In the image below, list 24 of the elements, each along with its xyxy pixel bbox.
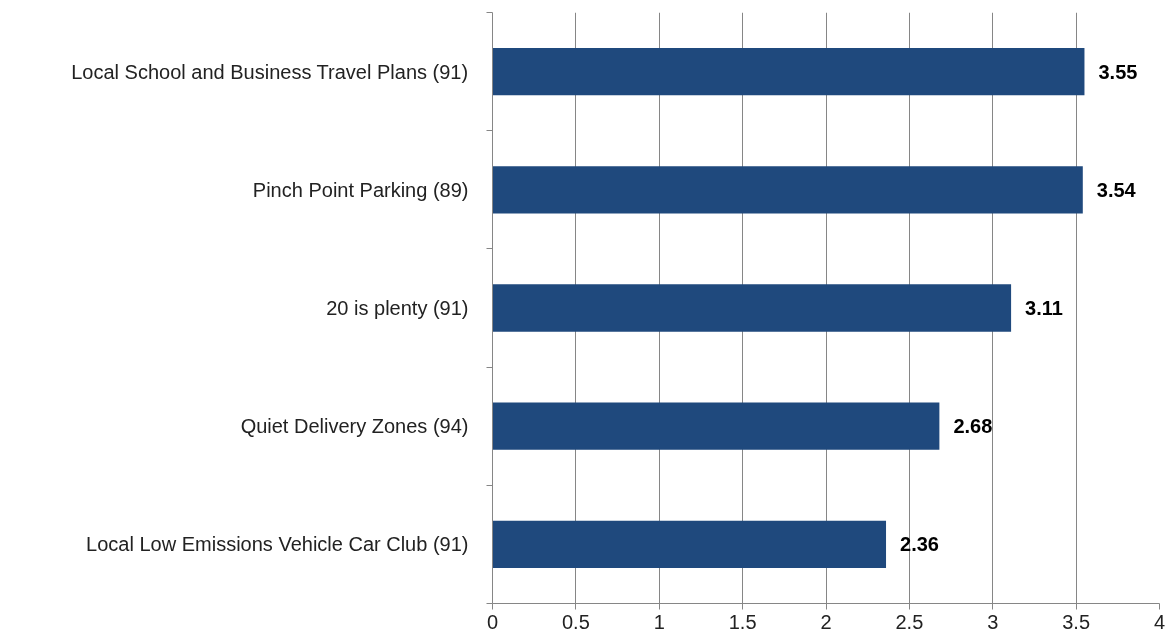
y-tick-label: Local School and Business Travel Plans (91): [71, 60, 469, 83]
y-tick-label: Pinch Point Parking (89): [252, 178, 469, 201]
data-label: 3.54: [1096, 178, 1137, 201]
data-label: 3.55: [1098, 60, 1138, 83]
data-label: 3.11: [1025, 297, 1063, 319]
x-tick-label: 3: [987, 610, 999, 633]
bar: [492, 520, 887, 569]
x-tick-label: 2.5: [895, 610, 924, 633]
data-label: 2.36: [900, 533, 939, 556]
bar: [492, 166, 1083, 214]
x-tick-label: 4: [1153, 610, 1166, 633]
y-tick-label: 20 is plenty (91): [326, 297, 469, 319]
bar: [492, 47, 1085, 96]
data-label: 2.68: [953, 415, 993, 438]
y-tick-label: Quiet Delivery Zones (94): [240, 415, 469, 438]
x-tick-label: 0: [486, 610, 499, 633]
x-tick-label: 3.5: [1062, 610, 1091, 633]
bar: [492, 284, 1012, 332]
x-tick-label: 2: [820, 610, 832, 633]
x-tick-label: 1: [653, 610, 665, 633]
bar: [492, 402, 940, 450]
x-tick-label: 0.5: [561, 610, 590, 633]
x-tick-label: 1.5: [728, 610, 757, 633]
y-tick-label: Local Low Emissions Vehicle Car Club (91): [86, 533, 469, 556]
